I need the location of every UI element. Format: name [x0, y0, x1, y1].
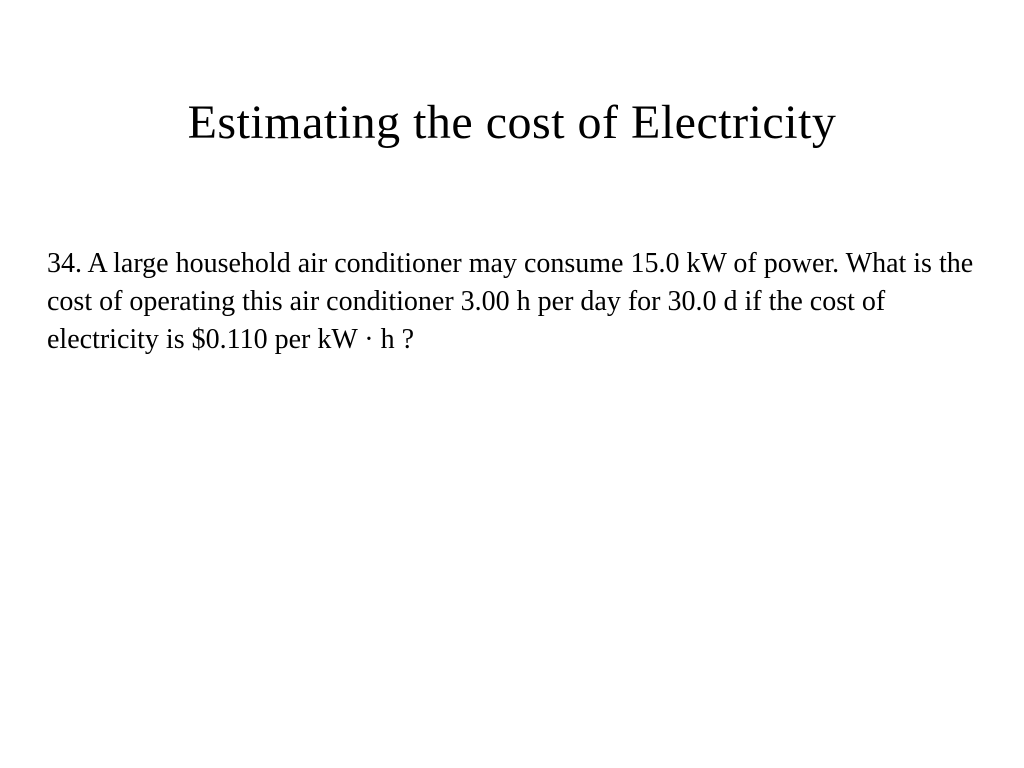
- slide-container: Estimating the cost of Electricity 34. A…: [0, 0, 1024, 768]
- slide-title: Estimating the cost of Electricity: [45, 95, 979, 150]
- slide-body-text: 34. A large household air conditioner ma…: [45, 245, 979, 358]
